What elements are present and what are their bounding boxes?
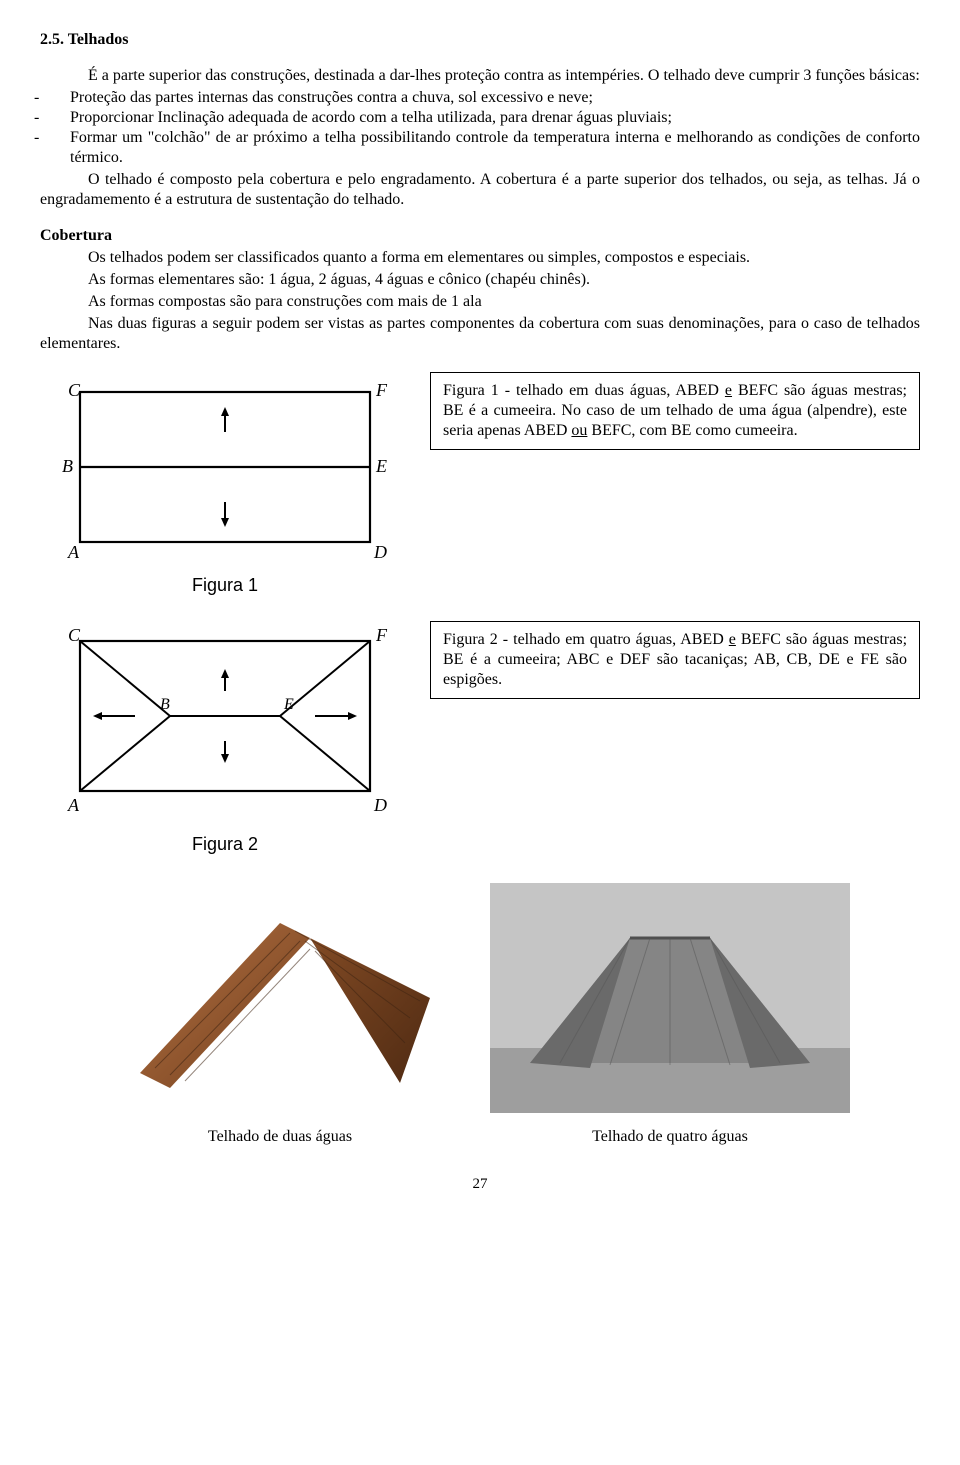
cobertura-p3: As formas compostas são para construções… — [40, 292, 920, 312]
bullet-item: Formar um "colchão" de ar próximo a telh… — [40, 128, 920, 168]
svg-text:B: B — [62, 456, 73, 476]
svg-text:D: D — [373, 542, 387, 562]
section-heading: 2.5. Telhados — [40, 30, 920, 50]
figure2-label: Figura 2 — [40, 833, 410, 856]
roof-two-slopes-image — [110, 883, 450, 1113]
bullet-item: Proteção das partes internas das constru… — [40, 88, 920, 108]
figure1-row: C F B E A D Figura 1 Figura 1 - telhado … — [40, 372, 920, 597]
fig1-caption-part3: BEFC, com BE como cumeeira. — [587, 422, 797, 439]
photo-row: Telhado de duas águas Telhado de quatro … — [40, 883, 920, 1147]
cobertura-p1: Os telhados podem ser classificados quan… — [40, 248, 920, 268]
svg-text:B: B — [160, 696, 170, 713]
cobertura-p2: As formas elementares são: 1 água, 2 águ… — [40, 270, 920, 290]
bullet-item: Proporcionar Inclinação adequada de acor… — [40, 108, 920, 128]
photo-right-wrap: Telhado de quatro águas — [490, 883, 850, 1147]
fig2-caption-underline-e: e — [729, 631, 736, 648]
svg-text:E: E — [283, 696, 294, 713]
svg-text:A: A — [67, 795, 80, 815]
figure2-row: B E C F A D Figura 2 Figura 2 - telhado … — [40, 621, 920, 856]
photo-left-wrap: Telhado de duas águas — [110, 883, 450, 1147]
svg-text:E: E — [375, 456, 387, 476]
svg-text:D: D — [373, 795, 387, 815]
figure2-caption-box: Figura 2 - telhado em quatro águas, ABED… — [430, 621, 920, 699]
fig1-caption-underline-ou: ou — [571, 422, 587, 439]
paragraph-composition: O telhado é composto pela cobertura e pe… — [40, 170, 920, 210]
figure2-diagram: B E C F A D Figura 2 — [40, 621, 410, 856]
cobertura-heading: Cobertura — [40, 226, 920, 246]
section-title-text: Telhados — [68, 31, 129, 48]
figure1-label: Figura 1 — [40, 574, 410, 597]
roof-four-slopes-image — [490, 883, 850, 1113]
page-number: 27 — [40, 1175, 920, 1194]
svg-text:F: F — [375, 625, 388, 645]
fig1-caption-part1: Figura 1 - telhado em duas águas, ABED — [443, 382, 725, 399]
fig1-caption-underline-e: e — [725, 382, 732, 399]
cobertura-p4: Nas duas figuras a seguir podem ser vist… — [40, 314, 920, 354]
figure1-caption-box: Figura 1 - telhado em duas águas, ABED e… — [430, 372, 920, 450]
bullet-list: Proteção das partes internas das constru… — [40, 88, 920, 168]
svg-text:C: C — [68, 625, 81, 645]
svg-text:F: F — [375, 380, 388, 400]
svg-text:C: C — [68, 380, 81, 400]
figure1-diagram: C F B E A D Figura 1 — [40, 372, 410, 597]
photo-left-caption: Telhado de duas águas — [110, 1127, 450, 1147]
fig2-caption-part1: Figura 2 - telhado em quatro águas, ABED — [443, 631, 729, 648]
intro-paragraph: É a parte superior das construções, dest… — [40, 66, 920, 86]
section-number: 2.5. — [40, 31, 64, 48]
svg-text:A: A — [67, 542, 80, 562]
photo-right-caption: Telhado de quatro águas — [490, 1127, 850, 1147]
